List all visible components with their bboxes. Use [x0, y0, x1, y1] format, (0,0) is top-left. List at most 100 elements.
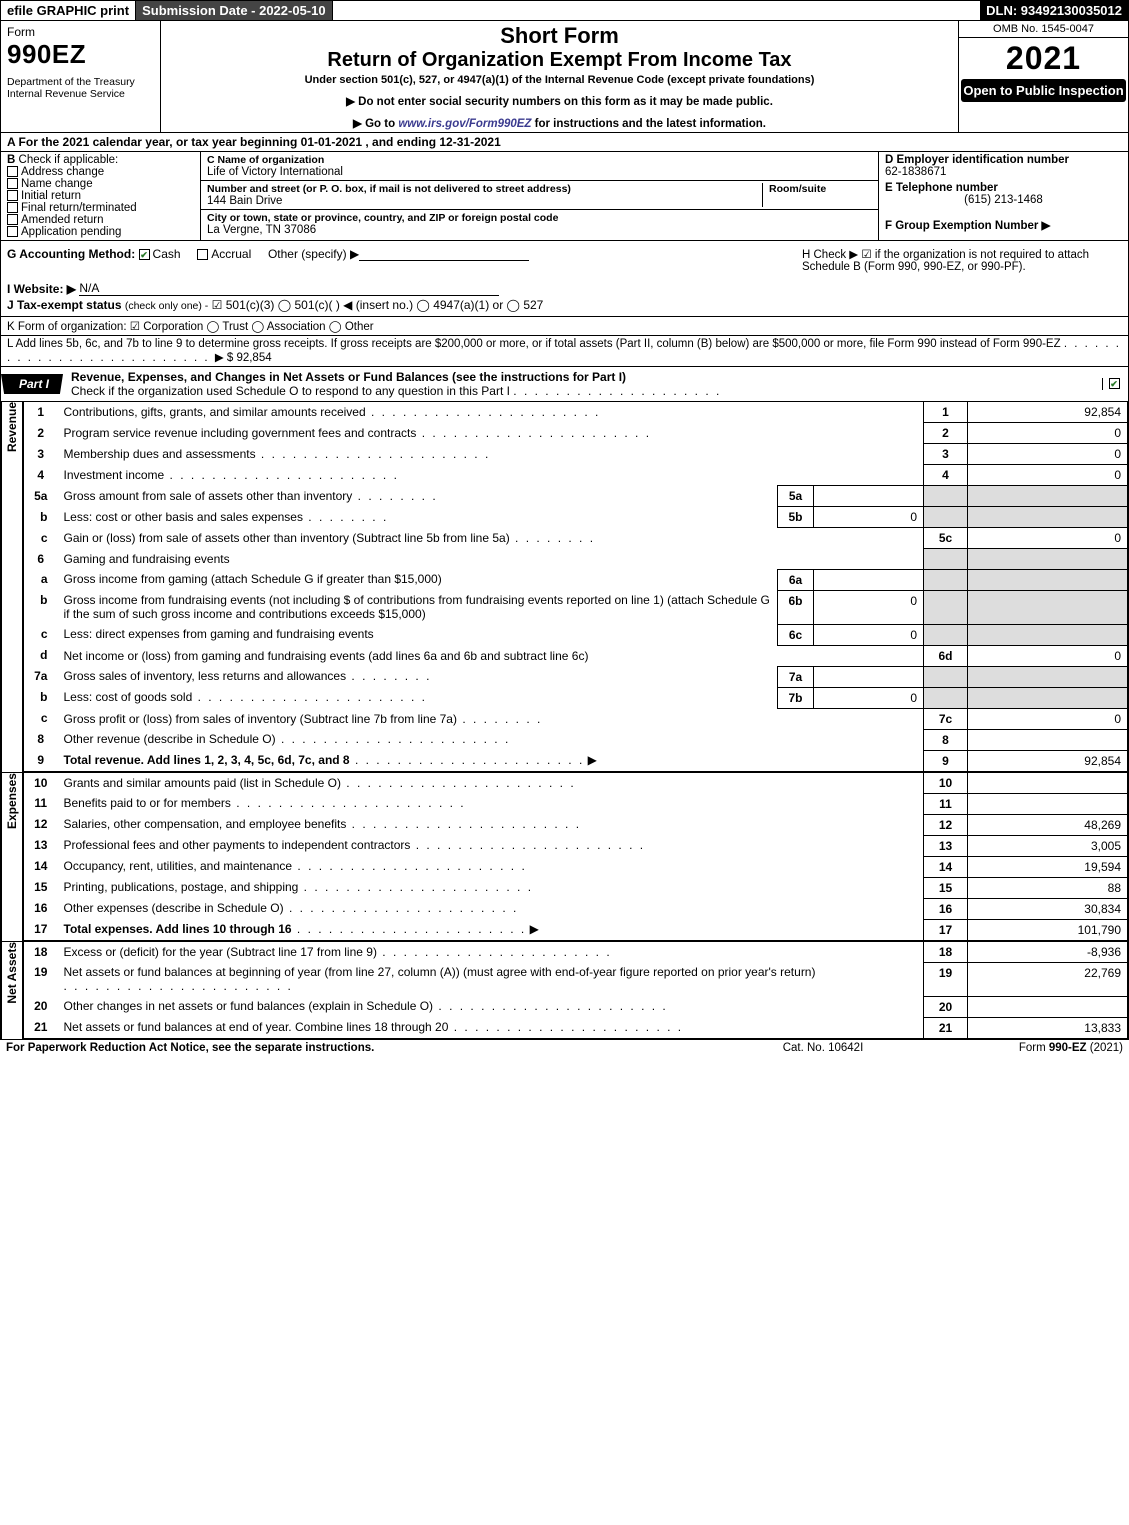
under-section: Under section 501(c), 527, or 4947(a)(1)… [165, 74, 954, 86]
revenue-vertical-label: Revenue [1, 402, 23, 772]
form-ref-post: (2021) [1087, 1042, 1123, 1054]
ln-5a: 5a [24, 486, 58, 507]
cb-amended[interactable] [7, 214, 18, 225]
amt-1: 92,854 [968, 402, 1128, 423]
ln-3: 3 [24, 444, 58, 465]
l-text: L Add lines 5b, 6c, and 7b to line 9 to … [7, 338, 1061, 350]
submission-date: Submission Date - 2022-05-10 [136, 1, 333, 20]
other-specify-line[interactable] [359, 260, 529, 261]
txt-7c: Gross profit or (loss) from sales of inv… [64, 712, 457, 726]
g-label: G Accounting Method: [7, 247, 135, 261]
ln-6b: b [24, 590, 58, 624]
amt-8 [968, 729, 1128, 750]
efile-print[interactable]: efile GRAPHIC print [1, 1, 136, 20]
ln-6a: a [24, 569, 58, 590]
cb-accrual[interactable] [197, 249, 208, 260]
cb-initial-return[interactable] [7, 190, 18, 201]
expenses-vertical-label: Expenses [1, 773, 23, 941]
mv-6a [814, 569, 924, 590]
ein-value: 62-1838671 [885, 166, 1122, 178]
amt-19: 22,769 [968, 962, 1128, 996]
txt-7a: Gross sales of inventory, less returns a… [64, 669, 347, 683]
part-i-desc: Revenue, Expenses, and Changes in Net As… [63, 367, 1102, 401]
mv-5a [814, 486, 924, 507]
net-assets-section: Net Assets 18Excess or (deficit) for the… [0, 942, 1129, 1040]
txt-3: Membership dues and assessments [64, 447, 256, 461]
box-3: 3 [924, 444, 968, 465]
txt-6c: Less: direct expenses from gaming and fu… [64, 627, 374, 641]
amt-7a-grey [968, 666, 1128, 687]
part-i-header: Part I Revenue, Expenses, and Changes in… [0, 367, 1129, 402]
cb-final-return[interactable] [7, 202, 18, 213]
amt-10 [968, 773, 1128, 794]
txt-6: Gaming and fundraising events [58, 549, 924, 570]
mv-6c: 0 [814, 624, 924, 645]
line-a: A For the 2021 calendar year, or tax yea… [0, 133, 1129, 152]
cb-address-change[interactable] [7, 166, 18, 177]
b-letter: B [7, 154, 15, 166]
part-i-tab: Part I [1, 374, 63, 394]
ln-4: 4 [24, 465, 58, 486]
txt-13: Professional fees and other payments to … [64, 838, 411, 852]
amt-5b-grey [968, 507, 1128, 528]
street-label: Number and street (or P. O. box, if mail… [207, 183, 762, 195]
ln-21: 21 [24, 1017, 58, 1038]
goto-line: ▶ Go to www.irs.gov/Form990EZ for instru… [165, 116, 954, 130]
amt-21: 13,833 [968, 1017, 1128, 1038]
lbl-name-change: Name change [21, 178, 93, 190]
form-word: Form [7, 25, 152, 39]
street-address: 144 Bain Drive [207, 195, 762, 207]
amt-3: 0 [968, 444, 1128, 465]
j-label: J Tax-exempt status [7, 298, 122, 312]
lbl-initial-return: Initial return [21, 190, 81, 202]
lbl-app-pending: Application pending [21, 226, 121, 238]
ln-12: 12 [24, 814, 58, 835]
tax-year: 2021 [959, 38, 1128, 77]
ln-13: 13 [24, 835, 58, 856]
goto-pre: ▶ Go to [353, 118, 398, 130]
lbl-other: Other (specify) ▶ [268, 247, 359, 261]
page-footer: For Paperwork Reduction Act Notice, see … [0, 1040, 1129, 1056]
ln-6c: c [24, 624, 58, 645]
txt-14: Occupancy, rent, utilities, and maintena… [64, 859, 293, 873]
ln-1: 1 [24, 402, 58, 423]
txt-8: Other revenue (describe in Schedule O) [64, 732, 276, 746]
txt-4: Investment income [64, 468, 165, 482]
box-6b-grey [924, 590, 968, 624]
h-note: H Check ▶ ☑ if the organization is not r… [802, 247, 1122, 273]
form-ref-pre: Form [1019, 1042, 1049, 1054]
amt-4: 0 [968, 465, 1128, 486]
schedule-o-checkbox[interactable] [1102, 378, 1128, 390]
mini-5a: 5a [778, 486, 814, 507]
amt-13: 3,005 [968, 835, 1128, 856]
ln-2: 2 [24, 423, 58, 444]
txt-18: Excess or (deficit) for the year (Subtra… [64, 945, 377, 959]
box-11: 11 [924, 793, 968, 814]
amt-11 [968, 793, 1128, 814]
txt-6d: Net income or (loss) from gaming and fun… [64, 649, 589, 663]
txt-21: Net assets or fund balances at end of ye… [64, 1020, 449, 1034]
box-7c: 7c [924, 708, 968, 729]
form-ref-no: 990-EZ [1049, 1042, 1087, 1054]
paperwork-notice: For Paperwork Reduction Act Notice, see … [6, 1042, 723, 1054]
txt-5a: Gross amount from sale of assets other t… [64, 489, 353, 503]
box-16: 16 [924, 898, 968, 919]
check-if-applicable: Check if applicable: [19, 154, 119, 166]
omb-number: OMB No. 1545-0047 [959, 21, 1128, 38]
cb-cash[interactable] [139, 249, 150, 260]
box-15: 15 [924, 877, 968, 898]
txt-9: Total revenue. Add lines 1, 2, 3, 4, 5c,… [64, 753, 350, 767]
ln-9: 9 [24, 750, 58, 771]
section-c: C Name of organization Life of Victory I… [201, 152, 878, 240]
box-17: 17 [924, 919, 968, 940]
cb-name-change[interactable] [7, 178, 18, 189]
irs-link[interactable]: www.irs.gov/Form990EZ [398, 118, 531, 130]
form-number: 990EZ [7, 39, 152, 70]
txt-10: Grants and similar amounts paid (list in… [64, 776, 341, 790]
department: Department of the Treasury Internal Reve… [7, 76, 152, 100]
ln-16: 16 [24, 898, 58, 919]
ln-10: 10 [24, 773, 58, 794]
cb-app-pending[interactable] [7, 226, 18, 237]
amt-6b-grey [968, 590, 1128, 624]
ein-label: D Employer identification number [885, 154, 1122, 166]
